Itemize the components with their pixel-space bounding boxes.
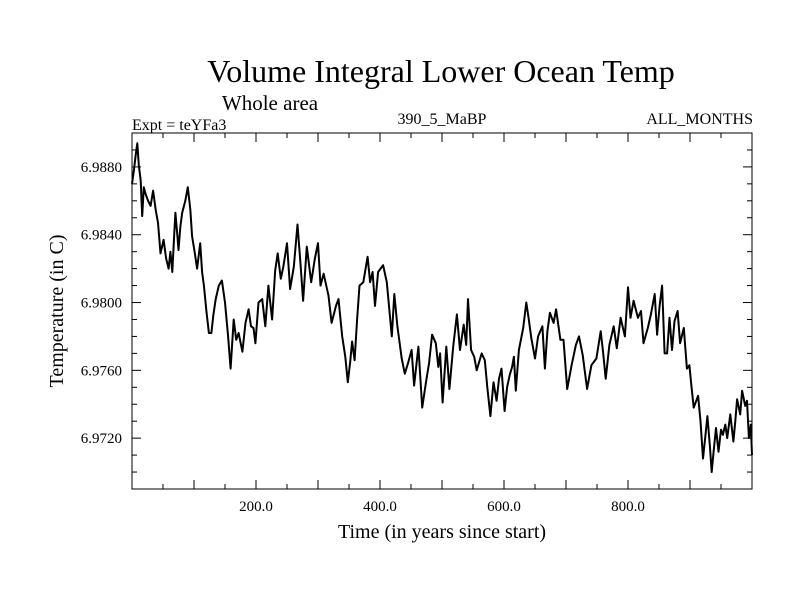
x-axis-label: Time (in years since start) [338, 521, 546, 543]
series-line [131, 142, 753, 473]
experiment-label: Expt = teYFa3 [132, 117, 226, 134]
x-tick-label: 400.0 [363, 499, 397, 515]
y-axis-label: Temperature (in C) [46, 235, 68, 388]
y-tick-label: 6.9720 [81, 431, 122, 447]
x-tick-label: 800.0 [611, 499, 645, 515]
y-tick-label: 6.9840 [81, 228, 122, 244]
axis-ticks [132, 133, 752, 489]
chart-title: Volume Integral Lower Ocean Temp [207, 53, 675, 89]
y-tick-label: 6.9800 [81, 296, 122, 312]
x-tick-label: 600.0 [487, 499, 521, 515]
y-tick-label: 6.9760 [81, 363, 122, 379]
y-tick-label: 6.9880 [81, 160, 122, 176]
months-label: ALL_MONTHS [646, 111, 753, 128]
period-label: 390_5_MaBP [398, 111, 487, 128]
x-tick-label: 200.0 [239, 499, 273, 515]
chart-subtitle: Whole area [222, 91, 319, 115]
plot-frame [131, 132, 753, 490]
x-tick-labels: 200.0 400.0 600.0 800.0 [239, 499, 645, 515]
y-tick-labels: 6.9880 6.9840 6.9800 6.9760 6.9720 [81, 160, 122, 447]
